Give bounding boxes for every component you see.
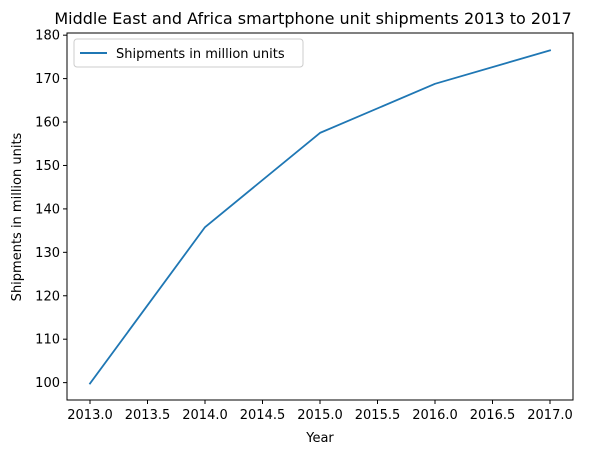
y-axis-label: Shipments in million units (10, 132, 25, 301)
y-tick-label: 170 (35, 72, 60, 87)
y-axis-ticks: 100 110 120 130 140 150 160 170 180 (35, 29, 67, 391)
x-axis-label: Year (305, 431, 334, 446)
legend-label: Shipments in million units (116, 47, 285, 62)
x-tick-label: 2013.0 (67, 408, 113, 423)
x-tick-label: 2014.0 (182, 408, 228, 423)
y-tick-label: 150 (35, 159, 60, 174)
legend: Shipments in million units (74, 39, 303, 67)
chart-title: Middle East and Africa smartphone unit s… (54, 9, 571, 28)
x-tick-label: 2016.5 (470, 408, 516, 423)
y-tick-label: 100 (35, 376, 60, 391)
y-tick-label: 110 (35, 333, 60, 348)
x-tick-label: 2017.0 (527, 408, 573, 423)
x-tick-label: 2013.5 (125, 408, 171, 423)
x-tick-label: 2015.5 (355, 408, 401, 423)
y-tick-label: 120 (35, 289, 60, 304)
series-layer (90, 50, 550, 383)
x-tick-label: 2015.0 (297, 408, 343, 423)
series-line-0 (90, 50, 550, 383)
y-tick-label: 160 (35, 116, 60, 131)
y-tick-label: 130 (35, 246, 60, 261)
x-tick-label: 2016.0 (412, 408, 458, 423)
y-tick-label: 140 (35, 202, 60, 217)
y-tick-label: 180 (35, 29, 60, 44)
plot-area-frame (67, 33, 573, 400)
x-tick-label: 2014.5 (240, 408, 286, 423)
x-axis-ticks: 2013.0 2013.5 2014.0 2014.5 2015.0 2015.5 2016… (67, 400, 573, 423)
